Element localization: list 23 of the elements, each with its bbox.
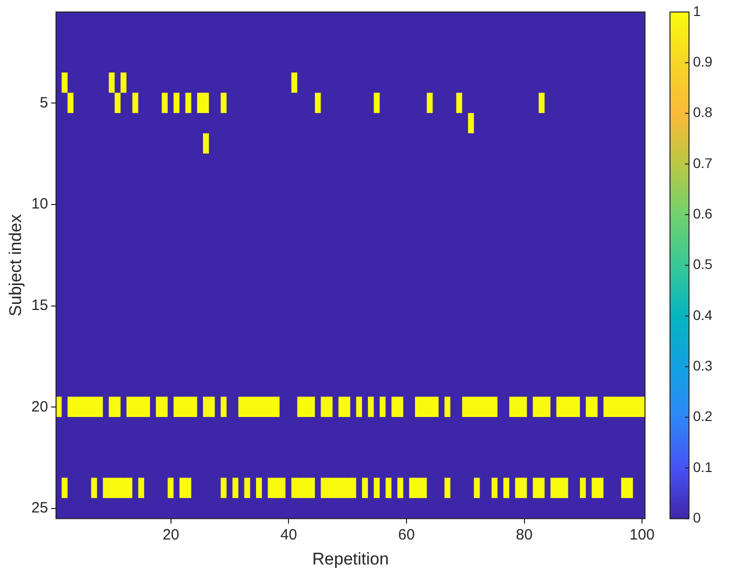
y-tick-label: 20 xyxy=(31,398,48,416)
x-tick-label: 20 xyxy=(162,526,180,544)
color-bar-label: 0.8 xyxy=(693,104,713,120)
y-axis-title: Subject index xyxy=(6,214,25,316)
color-bar-label: 0 xyxy=(693,509,701,526)
y-tick-label: 10 xyxy=(31,196,48,213)
y-tick-label: 25 xyxy=(31,500,48,517)
x-tick-label: 80 xyxy=(516,526,533,544)
x-tick-label: 60 xyxy=(398,526,415,544)
color-bar-label: 0.4 xyxy=(693,306,713,323)
y-tick-label: 5 xyxy=(40,94,48,112)
x-axis-title: Repetition xyxy=(312,549,389,568)
color-bar-label: 0.2 xyxy=(693,408,713,424)
color-bar-label: 0.9 xyxy=(693,54,713,70)
x-tick-label: 40 xyxy=(280,526,298,544)
x-tick-label: 100 xyxy=(630,526,655,544)
color-bar-label: 0.7 xyxy=(693,154,713,171)
color-bar-label: 0.3 xyxy=(693,357,713,374)
y-tick-label: 15 xyxy=(31,296,48,314)
color-bar-label: 0.6 xyxy=(693,206,713,222)
color-bar-label: 0.1 xyxy=(693,458,713,475)
color-bar-label: 0.5 xyxy=(693,256,713,272)
color-bar-label: 1 xyxy=(693,2,701,19)
